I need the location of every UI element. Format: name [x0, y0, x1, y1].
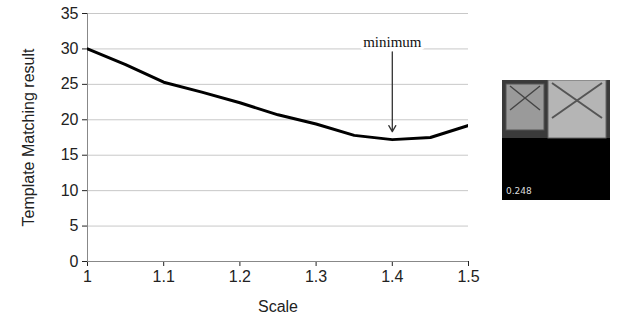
svg-text:15: 15: [61, 146, 79, 163]
svg-text:30: 30: [61, 40, 79, 57]
svg-text:1.4: 1.4: [381, 268, 403, 285]
svg-text:1: 1: [83, 268, 92, 285]
svg-text:1.3: 1.3: [305, 268, 327, 285]
svg-text:1.5: 1.5: [457, 268, 479, 285]
svg-text:1.1: 1.1: [153, 268, 175, 285]
svg-text:35: 35: [61, 5, 79, 22]
svg-text:0.248: 0.248: [506, 186, 532, 196]
svg-text:10: 10: [61, 182, 79, 199]
svg-text:Scale: Scale: [258, 298, 298, 315]
svg-text:1.2: 1.2: [229, 268, 251, 285]
svg-text:Template Matching result: Template Matching result: [20, 48, 37, 226]
svg-text:20: 20: [61, 111, 79, 128]
svg-text:0: 0: [70, 253, 79, 270]
svg-text:25: 25: [61, 75, 79, 92]
svg-text:5: 5: [70, 217, 79, 234]
svg-text:minimum: minimum: [363, 34, 422, 50]
